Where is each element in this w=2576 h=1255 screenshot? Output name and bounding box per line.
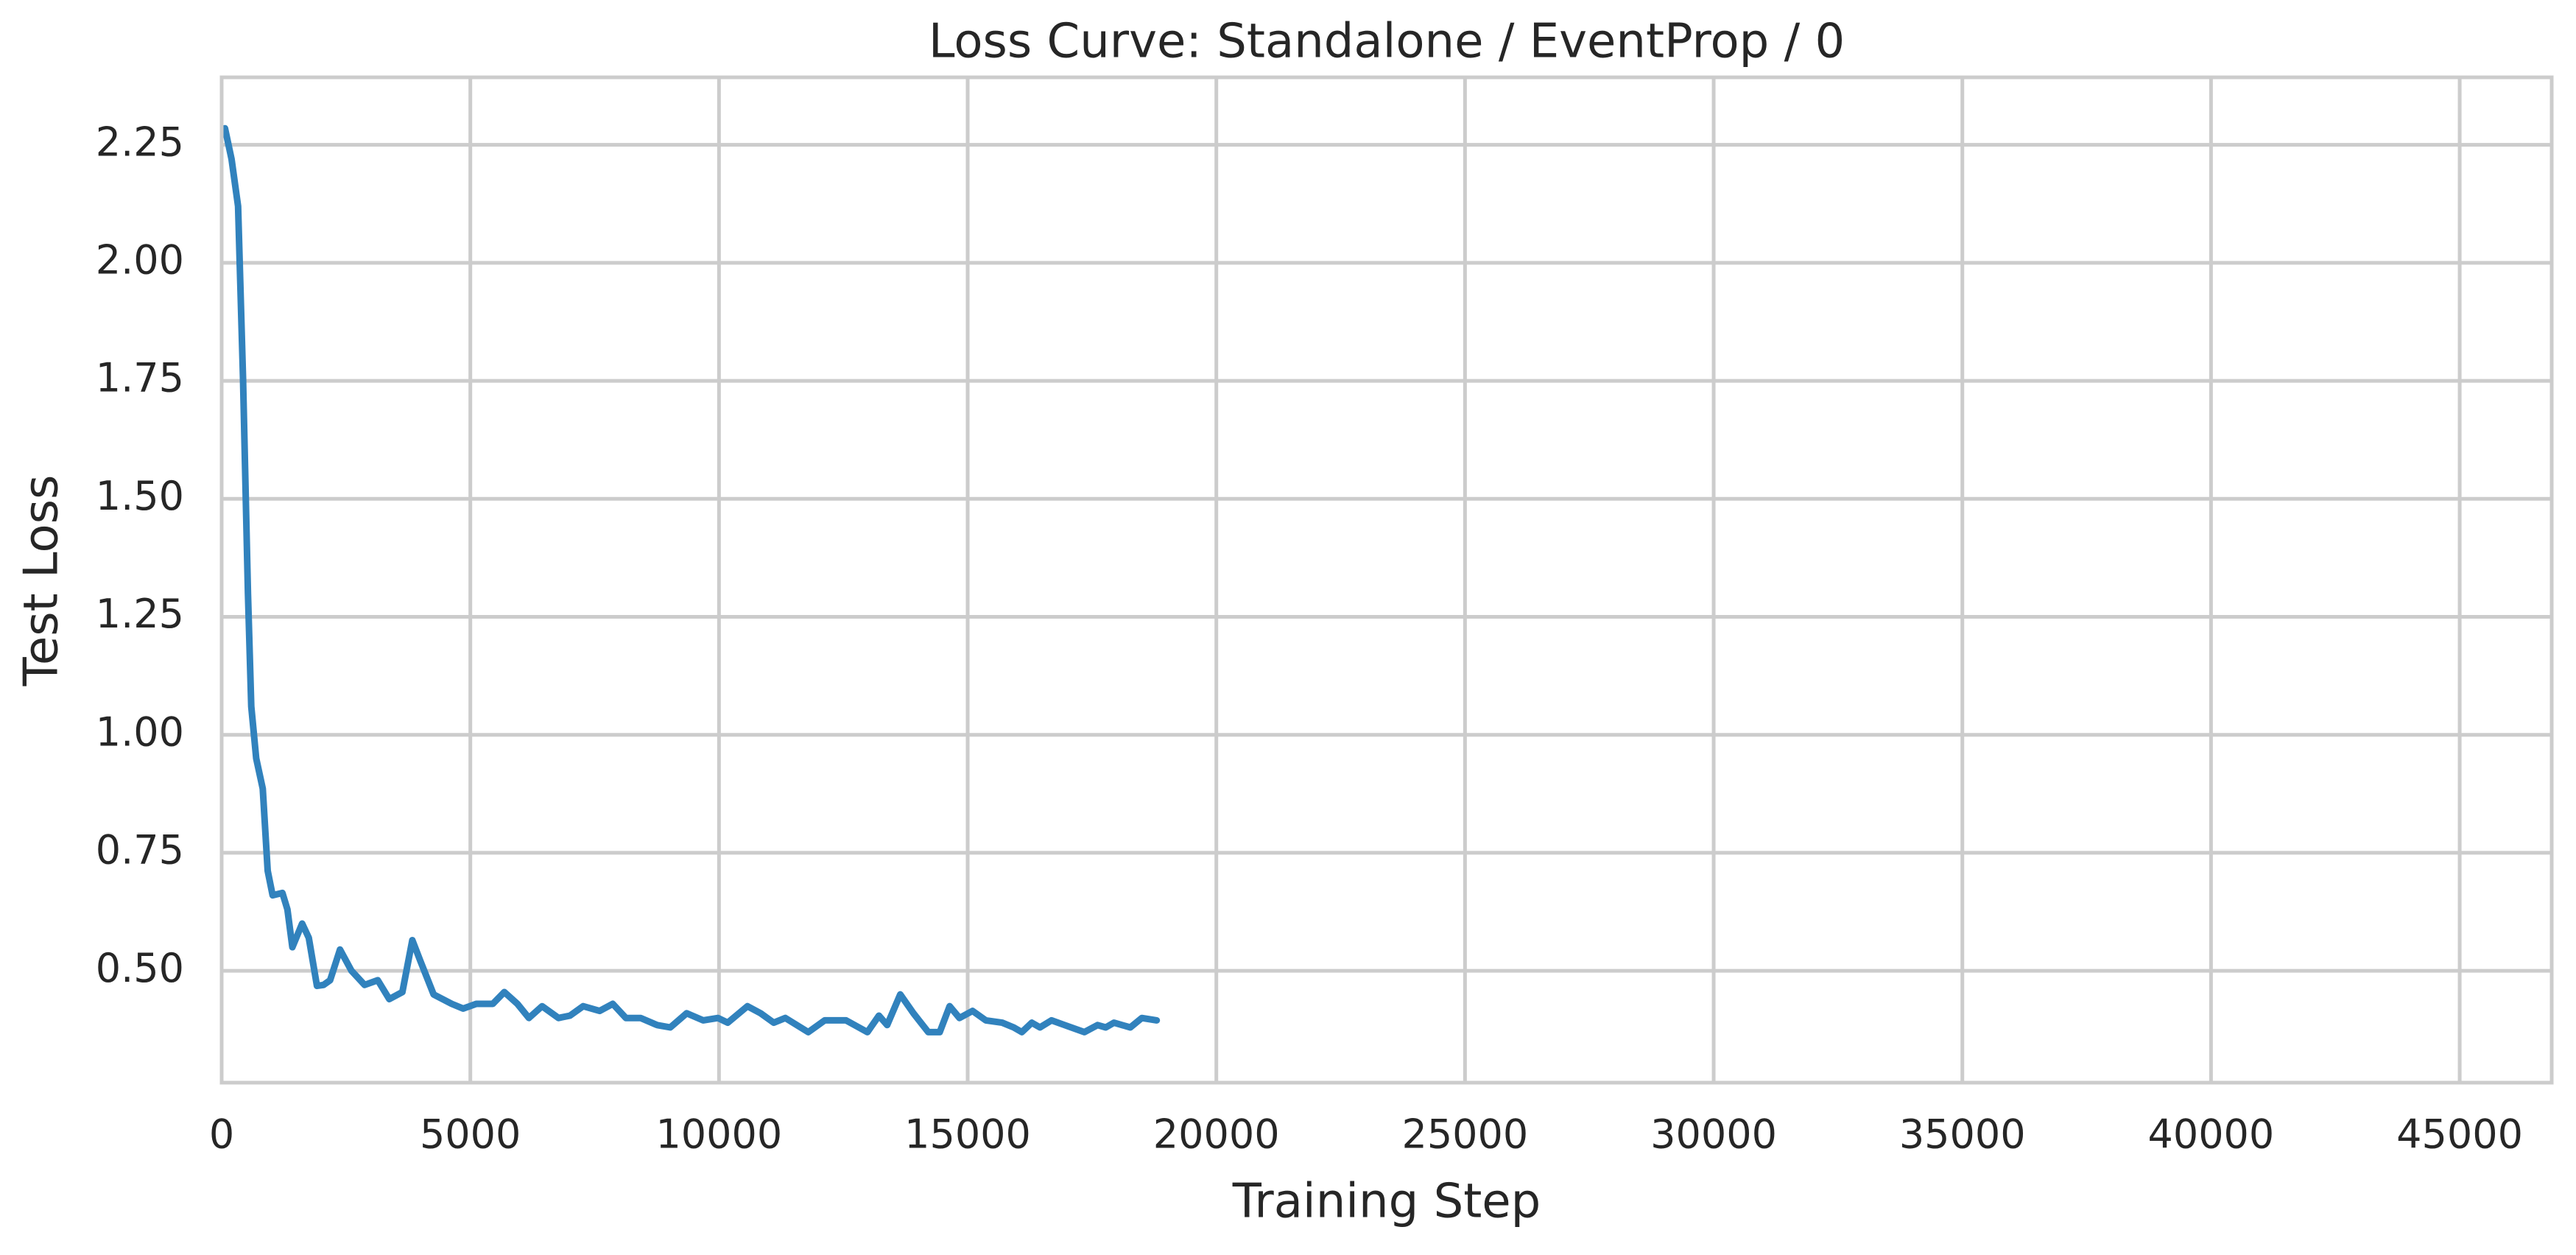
plot-frame bbox=[219, 75, 2554, 1085]
chart-title: Loss Curve: Standalone / EventProp / 0 bbox=[929, 15, 1845, 69]
loss-line bbox=[222, 124, 1161, 1036]
y-tick-label: 1.25 bbox=[96, 591, 184, 637]
grid bbox=[219, 77, 2552, 1083]
x-tick-label: 30000 bbox=[1650, 1111, 1777, 1158]
x-tick-label: 10000 bbox=[655, 1111, 782, 1158]
x-tick-label: 5000 bbox=[420, 1111, 521, 1158]
x-tick-label: 0 bbox=[209, 1111, 234, 1158]
y-tick-label: 1.00 bbox=[96, 709, 184, 755]
y-tick-label: 0.75 bbox=[96, 827, 184, 873]
x-axis-label: Training Step bbox=[1232, 1175, 1541, 1229]
y-tick-label: 1.50 bbox=[96, 473, 184, 519]
x-tick-label: 15000 bbox=[904, 1111, 1031, 1158]
y-axis-label: Test Loss bbox=[15, 475, 69, 687]
x-tick-label: 40000 bbox=[2147, 1111, 2274, 1158]
y-tick-label: 2.00 bbox=[96, 236, 184, 283]
plot bbox=[222, 124, 1161, 1036]
y-tick-label: 2.25 bbox=[96, 119, 184, 165]
x-tick-label: 45000 bbox=[2396, 1111, 2523, 1158]
x-tick-label: 35000 bbox=[1899, 1111, 2026, 1158]
y-tick-label: 1.75 bbox=[96, 355, 184, 401]
x-tick-label: 20000 bbox=[1153, 1111, 1280, 1158]
x-tick-label: 25000 bbox=[1401, 1111, 1528, 1158]
y-tick-label: 0.50 bbox=[96, 945, 184, 991]
